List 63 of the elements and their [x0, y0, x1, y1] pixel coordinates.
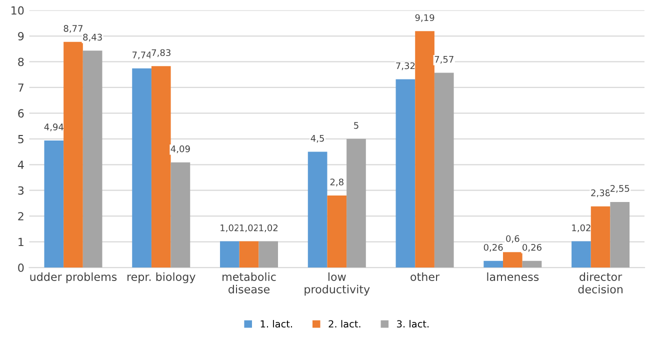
- x-tick-label: other: [410, 272, 440, 281]
- data-label: 2,38: [591, 189, 610, 198]
- bar: [572, 241, 591, 268]
- data-label: 0,6: [506, 235, 520, 243]
- x-tick-label: repr. biology: [127, 272, 196, 284]
- data-label: 2,8: [330, 178, 344, 186]
- data-label: 1,02: [240, 224, 258, 232]
- bar: [434, 72, 454, 268]
- legend-label: 2. lact.: [328, 320, 360, 328]
- y-tick-label: 4: [18, 160, 24, 169]
- y-tick-label: 9: [18, 32, 24, 40]
- data-label: 4,5: [310, 134, 324, 143]
- legend-label: 1. lact.: [260, 320, 292, 328]
- bar: [308, 152, 328, 268]
- data-label: 4,09: [170, 145, 190, 154]
- bar: [220, 241, 240, 268]
- data-label: 8,43: [83, 34, 102, 42]
- bar: [396, 79, 416, 268]
- bar: [258, 241, 278, 268]
- data-label: 8,77: [64, 25, 83, 33]
- bar: [64, 42, 83, 268]
- bar: [484, 260, 503, 268]
- data-label: 1,02: [220, 224, 239, 232]
- bar: [522, 260, 542, 268]
- y-tick-label: 3: [18, 186, 24, 195]
- y-tick-label: 10: [12, 6, 24, 15]
- data-label: 7,83: [152, 49, 170, 57]
- data-label: 5: [354, 122, 358, 129]
- x-tick-label: metabolic disease: [222, 272, 276, 294]
- data-label: 1,02: [572, 224, 590, 232]
- y-tick-label: 7: [18, 84, 24, 92]
- data-label: 0,26: [484, 244, 503, 252]
- y-tick-label: 6: [18, 109, 24, 118]
- data-label: 7,74: [132, 52, 152, 60]
- data-label: 0,26: [522, 244, 542, 252]
- y-tick-label: 8: [18, 58, 24, 66]
- bar: [415, 31, 434, 268]
- x-tick-label: udder problems: [30, 272, 117, 284]
- x-tick-label: director decision: [578, 272, 623, 294]
- y-tick-label: 1: [18, 238, 24, 246]
- bar: [502, 252, 522, 268]
- bar: [610, 202, 630, 268]
- bar: [170, 162, 190, 268]
- bar: [346, 138, 366, 268]
- bar: [44, 140, 64, 268]
- bar: [82, 50, 102, 268]
- bar: [327, 196, 347, 268]
- bar: [132, 68, 152, 268]
- x-tick-label: low productivity: [304, 272, 370, 296]
- bar: [151, 66, 171, 268]
- y-tick-label: 5: [18, 135, 24, 144]
- x-tick-label: lameness: [487, 272, 539, 281]
- data-label: 1,02: [259, 224, 278, 232]
- data-label: 4,94: [44, 124, 64, 132]
- data-label: 7,32: [396, 62, 415, 70]
- data-label: 7,57: [434, 56, 454, 64]
- y-tick-label: 2: [18, 212, 24, 220]
- bar: [590, 206, 610, 268]
- data-label: 2,55: [610, 185, 630, 193]
- bar: [239, 241, 259, 268]
- y-tick-label: 0: [18, 264, 24, 272]
- data-label: 9,19: [415, 14, 434, 22]
- legend-label: 3. lact.: [397, 320, 429, 328]
